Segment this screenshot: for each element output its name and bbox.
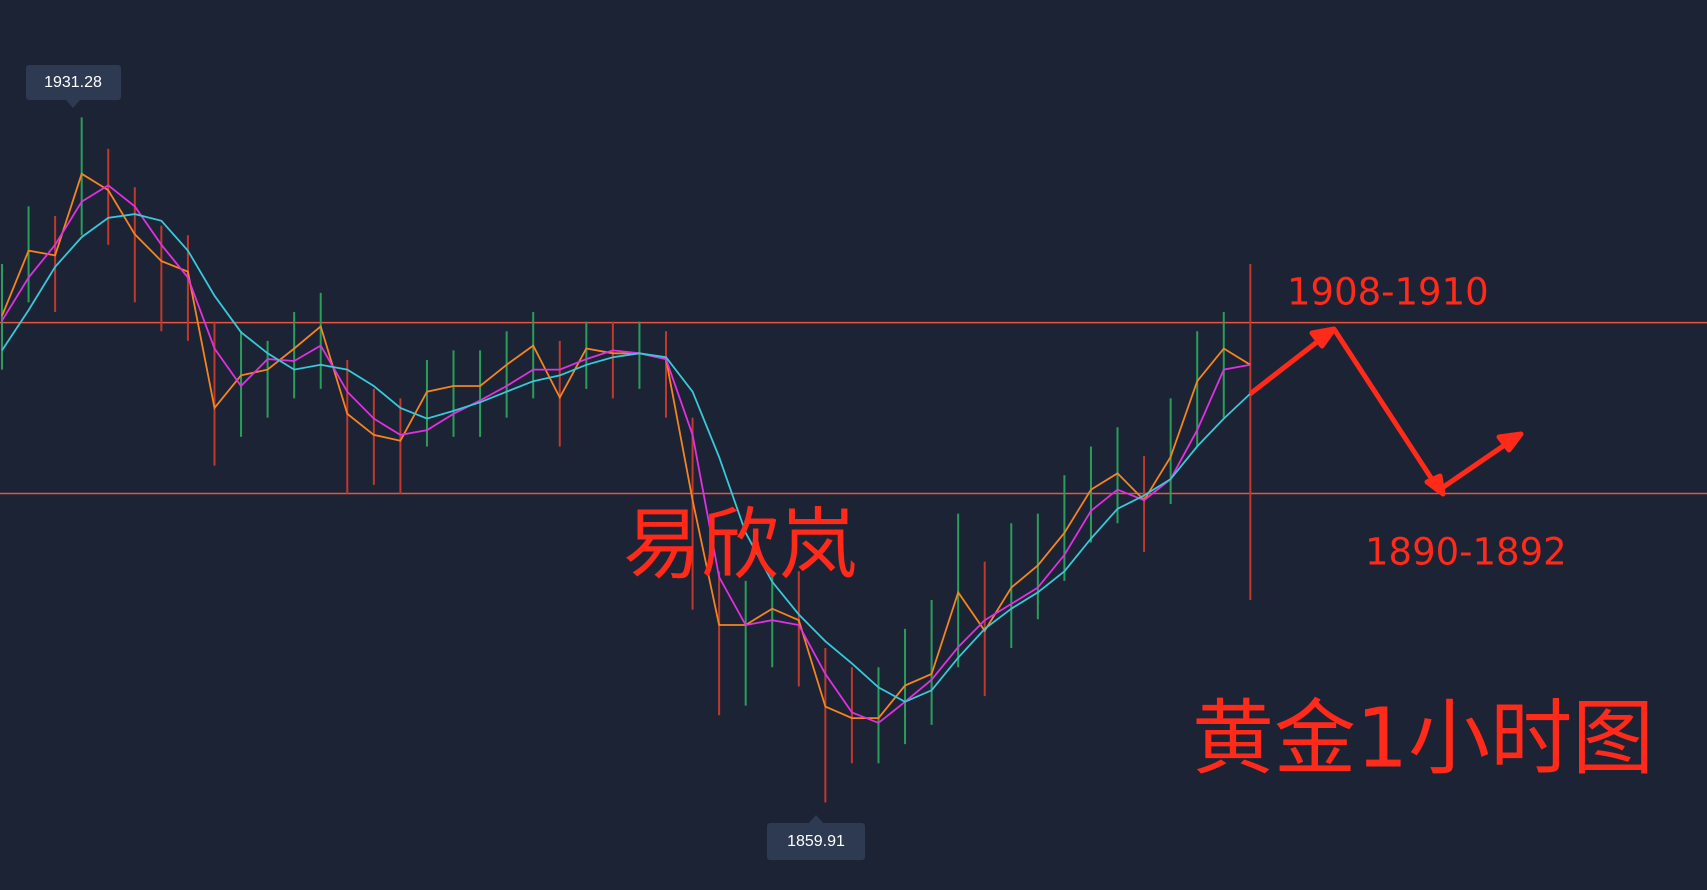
arrow-line — [1331, 327, 1442, 492]
author-label: 易欣岚 — [623, 500, 857, 590]
callout-pointer — [66, 100, 80, 108]
callout-box — [767, 823, 865, 860]
arrow-line — [1248, 333, 1328, 396]
arrow-head — [1309, 326, 1337, 349]
moving-average-line — [1, 172, 1251, 719]
resistance-label: 1908-1910 — [1287, 271, 1489, 314]
support-label: 1890-1892 — [1365, 531, 1567, 574]
min-price-label: 1859.91 — [787, 833, 845, 850]
callout-pointer — [809, 815, 823, 823]
chart-caption: 黄金1小时图 — [1192, 691, 1654, 786]
moving-average-line — [1, 213, 1251, 703]
max-price-label: 1931.28 — [44, 74, 102, 91]
arrow-head — [1496, 431, 1524, 453]
arrow-line — [1437, 437, 1514, 493]
callout-box — [26, 65, 121, 100]
moving-average-line — [1, 184, 1251, 724]
forecast-arrows — [1248, 326, 1524, 497]
